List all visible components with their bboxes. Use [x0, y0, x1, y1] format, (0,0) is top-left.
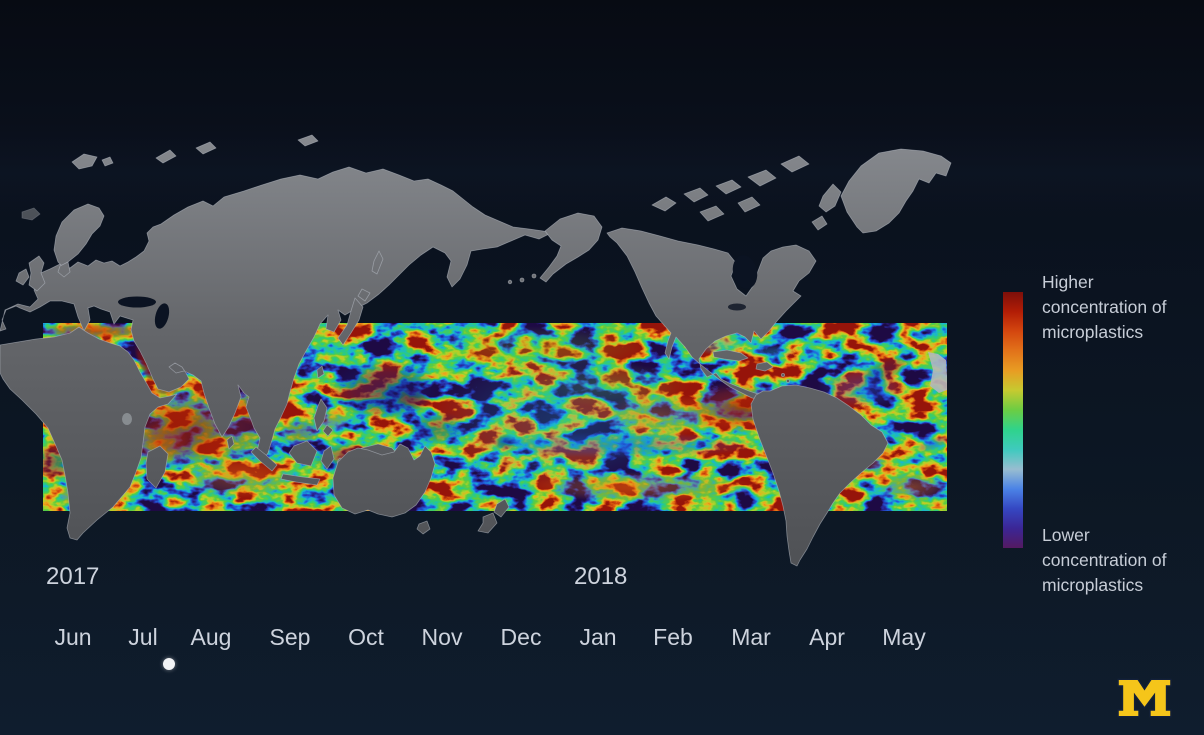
arctic-island	[747, 169, 777, 187]
denmark	[57, 261, 71, 278]
month-label-oct: Oct	[348, 624, 384, 650]
svalbard	[71, 153, 98, 170]
caspian-sea	[154, 303, 170, 329]
madagascar	[145, 445, 169, 489]
arctic-island	[737, 196, 761, 213]
month-label-jul: Jul	[128, 624, 158, 650]
svalbard	[101, 156, 114, 167]
month-label-dec: Dec	[500, 624, 542, 650]
africa	[0, 326, 178, 541]
block-m-icon	[1117, 678, 1172, 718]
arctic-island	[780, 155, 810, 173]
japan	[337, 297, 364, 346]
no-data-patch	[928, 352, 947, 393]
month-label-jun: Jun	[54, 624, 92, 650]
baffin-island	[811, 215, 828, 231]
timeline-position-dot	[163, 658, 175, 670]
month-label-jan: Jan	[579, 624, 617, 650]
aleutian-island	[507, 279, 513, 285]
baffin-island	[818, 183, 842, 213]
black-sea	[118, 296, 156, 308]
continent-eurasia	[0, 166, 552, 463]
philippines	[322, 424, 334, 437]
legend-lower-line: concentration of	[1042, 550, 1167, 570]
month-axis: Jun Jul Aug Sep Oct Nov Dec Jan Feb Mar Apr May	[0, 624, 1204, 654]
taiwan	[316, 365, 325, 379]
alaska	[539, 212, 603, 283]
north-america	[606, 227, 817, 401]
aleutian-island	[519, 277, 525, 283]
concentration-colorbar	[1003, 292, 1023, 548]
sumatra	[250, 446, 278, 472]
legend-higher-line: Higher	[1042, 272, 1094, 292]
borneo	[288, 440, 318, 467]
lake-victoria	[122, 413, 132, 425]
month-label-nov: Nov	[421, 624, 463, 650]
legend-higher-line: concentration of	[1042, 297, 1167, 317]
month-label-mar: Mar	[731, 624, 771, 650]
cuba	[712, 349, 749, 362]
hokkaido	[357, 288, 371, 302]
arctic-island	[651, 196, 677, 212]
ireland	[15, 268, 30, 286]
sri-lanka	[226, 435, 235, 450]
inland-seas	[118, 255, 758, 329]
scandinavia	[53, 203, 105, 267]
great-lakes	[728, 303, 746, 311]
sulawesi	[320, 445, 335, 470]
year-label-2018: 2018	[574, 563, 628, 590]
new-zealand-north	[493, 498, 510, 518]
arctic-island	[155, 149, 177, 164]
legend-lower-line: Lower	[1042, 525, 1090, 545]
arctic-island	[683, 187, 709, 203]
month-label-apr: Apr	[809, 624, 845, 650]
arctic-island	[297, 134, 319, 147]
tasmania	[416, 520, 431, 535]
university-of-michigan-logo	[1117, 678, 1172, 718]
greenland	[840, 148, 952, 234]
month-label-aug: Aug	[190, 624, 232, 650]
iceland	[21, 207, 41, 221]
month-label-may: May	[882, 624, 926, 650]
legend-lower-line: microplastics	[1042, 575, 1144, 595]
antilles-island	[781, 372, 786, 377]
new-zealand-south	[477, 512, 498, 534]
arctic-island	[195, 141, 217, 155]
sakhalin	[371, 250, 384, 275]
java	[280, 473, 321, 486]
great-britain	[28, 255, 46, 292]
australia	[332, 443, 436, 518]
arctic-island	[715, 179, 742, 195]
legend-lower: Lower concentration of microplastics	[1042, 523, 1204, 598]
month-label-sep: Sep	[269, 624, 311, 650]
month-label-feb: Feb	[653, 624, 693, 650]
hispaniola	[755, 361, 774, 372]
antilles-island	[786, 378, 791, 383]
year-label-2017: 2017	[46, 563, 100, 590]
aleutian-island	[531, 273, 537, 279]
arctic-island	[699, 205, 725, 222]
legend-higher-line: microplastics	[1042, 322, 1144, 342]
continents	[0, 134, 952, 567]
hudson-bay	[732, 255, 758, 289]
legend-higher: Higher concentration of microplastics	[1042, 270, 1204, 345]
south-america	[750, 384, 889, 567]
philippines	[313, 398, 328, 432]
